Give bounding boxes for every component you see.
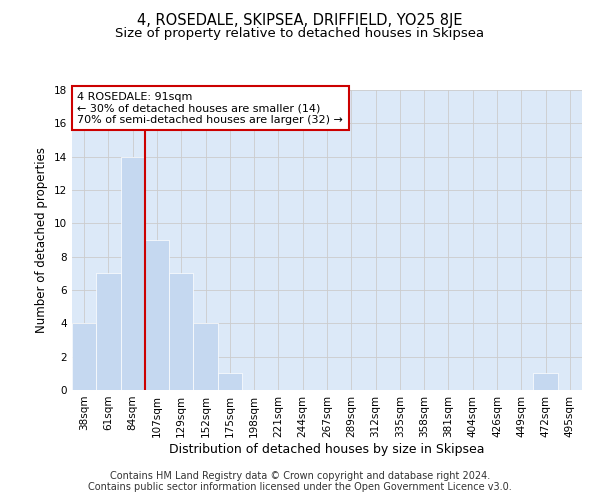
Bar [169, 274, 193, 390]
Y-axis label: Number of detached properties: Number of detached properties [35, 147, 49, 333]
Bar [145, 240, 169, 390]
Text: Contains HM Land Registry data © Crown copyright and database right 2024.
Contai: Contains HM Land Registry data © Crown c… [88, 471, 512, 492]
Text: 4 ROSEDALE: 91sqm
← 30% of detached houses are smaller (14)
70% of semi-detached: 4 ROSEDALE: 91sqm ← 30% of detached hous… [77, 92, 343, 124]
X-axis label: Distribution of detached houses by size in Skipsea: Distribution of detached houses by size … [169, 442, 485, 456]
Bar [193, 324, 218, 390]
Bar [218, 374, 242, 390]
Text: 4, ROSEDALE, SKIPSEA, DRIFFIELD, YO25 8JE: 4, ROSEDALE, SKIPSEA, DRIFFIELD, YO25 8J… [137, 12, 463, 28]
Bar [96, 274, 121, 390]
Bar [121, 156, 145, 390]
Text: Size of property relative to detached houses in Skipsea: Size of property relative to detached ho… [115, 28, 485, 40]
Bar [72, 324, 96, 390]
Bar [533, 374, 558, 390]
